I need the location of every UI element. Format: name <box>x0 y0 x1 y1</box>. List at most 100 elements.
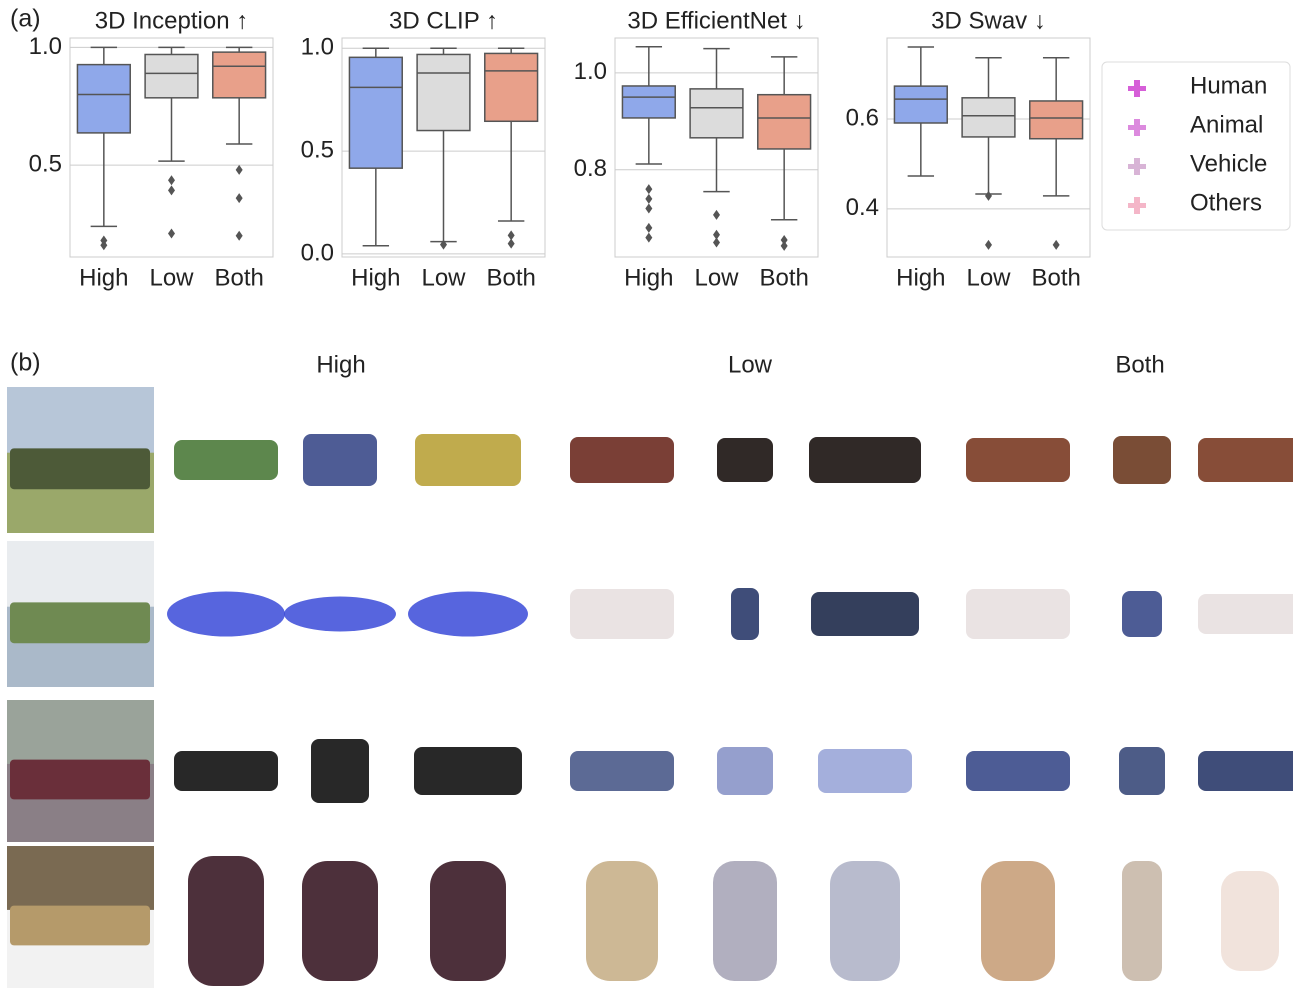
chart-title: 3D Inception ↑ <box>95 7 248 34</box>
render-thumbnail <box>1122 861 1162 981</box>
render-thumbnail <box>1113 436 1171 484</box>
legend-label: Vehicle <box>1190 150 1267 177</box>
box <box>212 51 267 99</box>
column-header: Low <box>728 351 773 378</box>
outlier <box>780 235 788 246</box>
render-thumbnail <box>966 438 1070 482</box>
outlier <box>168 228 175 239</box>
render-thumbnail <box>414 747 522 795</box>
box <box>893 85 948 124</box>
render-thumbnail <box>1198 751 1293 791</box>
x-tick-label: Both <box>759 264 808 291</box>
outlier <box>100 240 108 251</box>
render-thumbnail <box>167 591 285 637</box>
y-tick-label: 1.0 <box>301 34 334 61</box>
render-thumbnail <box>570 589 674 639</box>
render-thumbnail <box>717 747 773 795</box>
y-tick-label: 0.5 <box>301 136 334 163</box>
y-tick-label: 1.0 <box>29 33 62 60</box>
legend-label: Human <box>1190 72 1267 99</box>
plot-frame <box>69 37 274 258</box>
box <box>1029 100 1084 140</box>
legend-marker <box>1128 158 1146 175</box>
legend-marker <box>1128 80 1146 97</box>
render-thumbnail <box>586 861 658 981</box>
outlier <box>645 232 653 243</box>
render-thumbnail <box>174 751 278 791</box>
outlier <box>713 229 720 240</box>
box <box>144 53 199 99</box>
render-thumbnail <box>284 596 396 632</box>
outlier <box>507 238 515 249</box>
plot-frame <box>886 37 1091 258</box>
render-thumbnail <box>830 861 900 981</box>
image-row <box>7 387 1293 533</box>
image-row <box>7 541 1293 687</box>
render-thumbnail <box>188 856 264 986</box>
y-tick-label: 0.5 <box>29 151 62 178</box>
outlier <box>645 184 653 195</box>
x-tick-label: Both <box>486 264 535 291</box>
render-thumbnail <box>311 739 369 803</box>
render-thumbnail <box>713 861 777 981</box>
box <box>76 63 131 134</box>
x-tick-label: High <box>896 264 945 291</box>
outlier <box>780 240 788 251</box>
render-thumbnail <box>1221 871 1279 971</box>
box <box>689 88 744 139</box>
render-thumbnail <box>430 861 506 981</box>
panel-label: (b) <box>10 349 41 377</box>
render-thumbnail <box>1122 591 1162 637</box>
outlier <box>985 190 992 201</box>
source-photo-object <box>10 759 150 800</box>
render-thumbnail <box>731 588 759 640</box>
render-thumbnail <box>174 440 278 480</box>
legend-box <box>1101 61 1291 231</box>
image-row <box>7 700 1293 842</box>
y-tick-label: 0.0 <box>301 239 334 266</box>
outlier <box>985 239 992 250</box>
box <box>484 52 539 123</box>
render-thumbnail <box>1119 747 1165 795</box>
box <box>757 93 812 150</box>
panel-label: (a) <box>10 5 41 33</box>
render-thumbnail <box>981 861 1055 981</box>
render-thumbnail <box>811 592 919 636</box>
outlier <box>235 193 243 204</box>
render-thumbnail <box>818 749 912 793</box>
box <box>416 53 471 132</box>
box <box>621 85 676 119</box>
column-header: High <box>316 351 365 378</box>
image-row <box>7 846 1279 988</box>
x-tick-label: Low <box>966 264 1011 291</box>
plot-frame <box>614 37 819 258</box>
x-tick-label: Low <box>421 264 466 291</box>
render-thumbnail <box>570 751 674 791</box>
legend-label: Others <box>1190 189 1262 216</box>
x-tick-label: Low <box>694 264 739 291</box>
outlier <box>235 230 243 241</box>
chart-title: 3D CLIP ↑ <box>389 7 498 34</box>
box <box>961 97 1016 138</box>
plot-frame <box>341 37 546 258</box>
box <box>348 56 403 169</box>
x-tick-label: High <box>79 264 128 291</box>
render-thumbnail <box>966 751 1070 791</box>
outlier <box>713 209 720 220</box>
source-photo-object <box>10 602 150 644</box>
y-tick-label: 0.8 <box>574 155 607 182</box>
render-thumbnail <box>717 438 773 482</box>
x-tick-label: Both <box>1031 264 1080 291</box>
outlier <box>1052 239 1060 250</box>
column-header: Both <box>1115 351 1164 378</box>
render-thumbnail <box>809 437 921 483</box>
render-thumbnail <box>1198 594 1293 634</box>
x-tick-label: Both <box>214 264 263 291</box>
legend-marker <box>1128 197 1146 214</box>
source-photo-object <box>10 448 150 490</box>
y-tick-label: 0.4 <box>846 194 879 221</box>
outlier <box>645 222 653 233</box>
x-tick-label: High <box>624 264 673 291</box>
legend-marker <box>1128 119 1146 136</box>
